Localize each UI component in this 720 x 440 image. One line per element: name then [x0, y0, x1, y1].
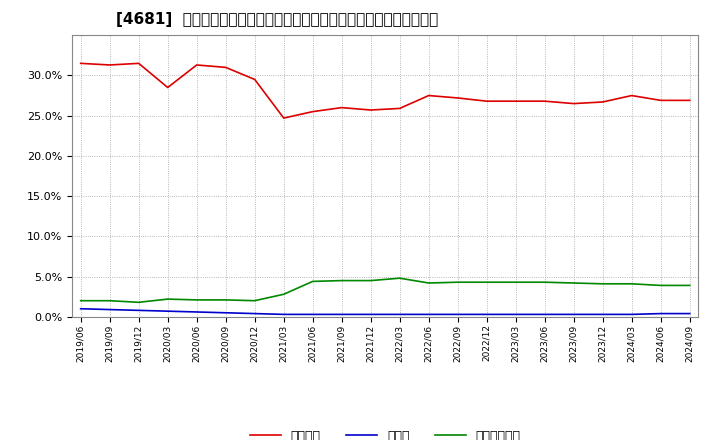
- 自己資本: [570, 101, 578, 106]
- 自己資本: [598, 99, 607, 105]
- 繰延税金資産: [338, 278, 346, 283]
- 自己資本: [76, 61, 85, 66]
- のれん: [192, 309, 201, 315]
- Text: [4681]  自己資本、のれん、繰延税金資産の総資産に対する比率の推移: [4681] 自己資本、のれん、繰延税金資産の総資産に対する比率の推移: [116, 12, 438, 27]
- 繰延税金資産: [279, 292, 288, 297]
- 繰延税金資産: [76, 298, 85, 303]
- 繰延税金資産: [135, 300, 143, 305]
- 自己資本: [221, 65, 230, 70]
- のれん: [163, 308, 172, 314]
- 自己資本: [511, 99, 520, 104]
- 自己資本: [627, 93, 636, 98]
- 自己資本: [163, 85, 172, 90]
- のれん: [366, 312, 375, 317]
- 繰延税金資産: [105, 298, 114, 303]
- 自己資本: [366, 107, 375, 113]
- のれん: [395, 312, 404, 317]
- のれん: [424, 312, 433, 317]
- のれん: [76, 306, 85, 312]
- 自己資本: [482, 99, 491, 104]
- Legend: 自己資本, のれん, 繰延税金資産: 自己資本, のれん, 繰延税金資産: [250, 430, 521, 440]
- 繰延税金資産: [192, 297, 201, 303]
- のれん: [511, 312, 520, 317]
- のれん: [541, 312, 549, 317]
- 繰延税金資産: [366, 278, 375, 283]
- 自己資本: [192, 62, 201, 68]
- 繰延税金資産: [395, 275, 404, 281]
- 自己資本: [338, 105, 346, 110]
- のれん: [657, 311, 665, 316]
- 繰延税金資産: [657, 283, 665, 288]
- 自己資本: [395, 106, 404, 111]
- 繰延税金資産: [221, 297, 230, 303]
- 自己資本: [657, 98, 665, 103]
- 繰延税金資産: [598, 281, 607, 286]
- のれん: [135, 308, 143, 313]
- 自己資本: [251, 77, 259, 82]
- 繰延税金資産: [424, 280, 433, 286]
- のれん: [338, 312, 346, 317]
- Line: のれん: のれん: [81, 309, 690, 315]
- のれん: [598, 312, 607, 317]
- のれん: [221, 310, 230, 315]
- のれん: [627, 312, 636, 317]
- 自己資本: [454, 95, 462, 101]
- 繰延税金資産: [454, 279, 462, 285]
- のれん: [251, 311, 259, 316]
- 自己資本: [541, 99, 549, 104]
- 繰延税金資産: [251, 298, 259, 303]
- のれん: [570, 312, 578, 317]
- のれん: [685, 311, 694, 316]
- 繰延税金資産: [627, 281, 636, 286]
- 繰延税金資産: [163, 297, 172, 302]
- 繰延税金資産: [541, 279, 549, 285]
- 自己資本: [685, 98, 694, 103]
- 自己資本: [105, 62, 114, 68]
- 繰延税金資産: [482, 279, 491, 285]
- のれん: [105, 307, 114, 312]
- 自己資本: [308, 109, 317, 114]
- のれん: [482, 312, 491, 317]
- 繰延税金資産: [570, 280, 578, 286]
- 繰延税金資産: [308, 279, 317, 284]
- のれん: [279, 312, 288, 317]
- Line: 繰延税金資産: 繰延税金資産: [81, 278, 690, 302]
- Line: 自己資本: 自己資本: [81, 63, 690, 118]
- 繰延税金資産: [511, 279, 520, 285]
- のれん: [454, 312, 462, 317]
- 自己資本: [279, 115, 288, 121]
- のれん: [308, 312, 317, 317]
- 自己資本: [135, 61, 143, 66]
- 自己資本: [424, 93, 433, 98]
- 繰延税金資産: [685, 283, 694, 288]
